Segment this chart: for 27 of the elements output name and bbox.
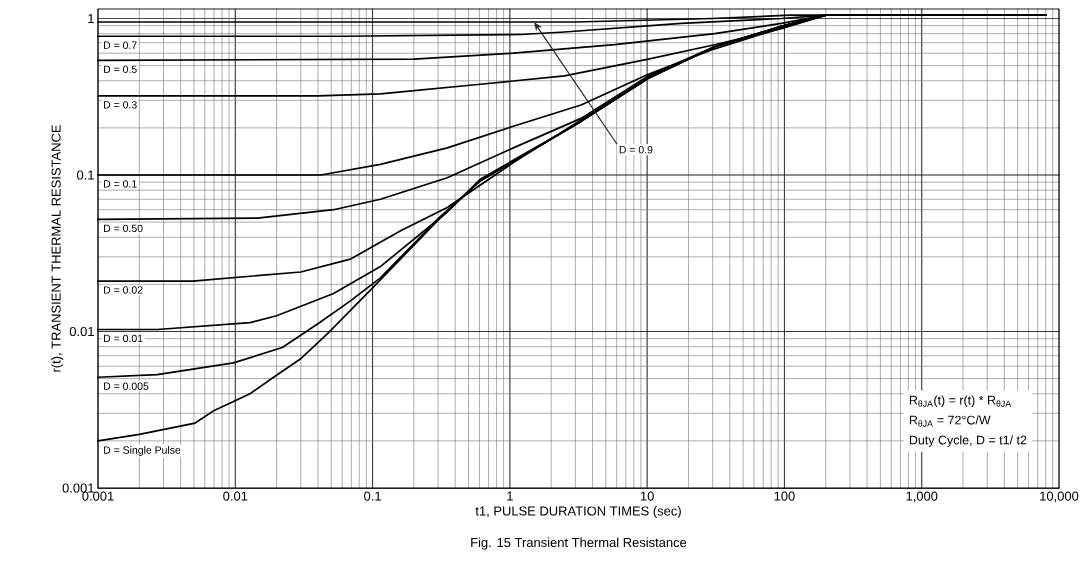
y-tick-label: 0.001 bbox=[62, 483, 94, 493]
x-tick-label: 100 bbox=[774, 491, 795, 501]
x-tick-label: 10 bbox=[640, 491, 654, 501]
x-tick-label: 0.01 bbox=[223, 491, 248, 501]
series-label: D = 0.02 bbox=[104, 286, 143, 294]
annotation: Duty Cycle, D = t1/ t2 bbox=[909, 435, 1027, 447]
x-tick-label: 0.1 bbox=[364, 491, 381, 501]
series-label: D = 0.3 bbox=[104, 101, 137, 109]
series-label: D = 0.01 bbox=[104, 334, 143, 343]
series-label: D = Single Pulse bbox=[104, 446, 181, 456]
y-axis-title: r(t), TRANSIENT THERMAL RESISTANCE bbox=[51, 125, 64, 372]
annotation: R$_{θJA}$(t) = r(t) * R$_{θJA}$ bbox=[909, 395, 1012, 408]
y-tick-label: 0.1 bbox=[76, 170, 94, 180]
series-label: D = 0.005 bbox=[104, 382, 149, 390]
series-label: D = 0.50 bbox=[104, 224, 143, 233]
series-label: D = 0.5 bbox=[104, 65, 137, 73]
x-tick-label: 10,000 bbox=[1040, 491, 1079, 503]
text: Fig. 15 Transient Thermal Resistance bbox=[471, 537, 687, 550]
x-axis-title: t1, PULSE DURATION TIMES (sec) bbox=[475, 506, 681, 519]
annotation: D = 0.9 bbox=[619, 145, 653, 154]
x-tick-label: 1 bbox=[507, 491, 513, 501]
x-tick-label: 1,000 bbox=[906, 491, 938, 503]
y-tick-label: 1 bbox=[88, 14, 94, 23]
y-tick-label: 0.01 bbox=[69, 326, 94, 337]
series-label: D = 0.7 bbox=[104, 41, 137, 49]
series-label: D = 0.1 bbox=[104, 180, 137, 188]
annotation: R$_{θJA}$ = 72°C/W bbox=[909, 415, 991, 427]
